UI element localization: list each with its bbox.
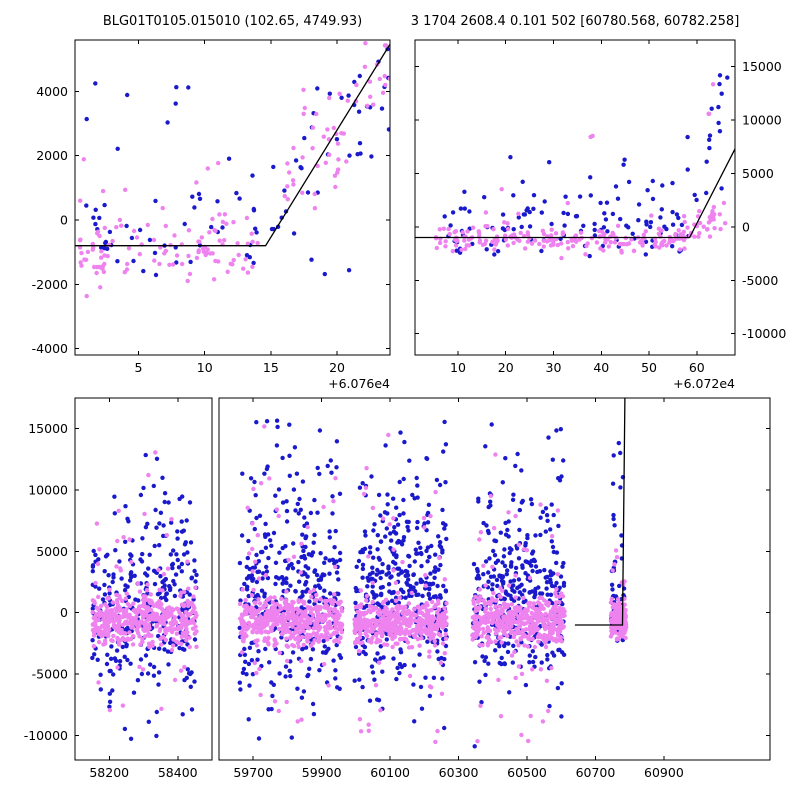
svg-text:5: 5 [135,360,143,375]
top_left-scatter-layer-0 [77,41,390,299]
top_left-model-line [75,43,390,247]
svg-text:50: 50 [641,360,657,375]
svg-text:0: 0 [742,219,750,234]
svg-text:59900: 59900 [302,765,342,780]
bottom-tick-labels: 58200 58400 59700 59900 60100 60300 60500 60700… [24,421,684,780]
svg-text:-4000: -4000 [32,341,68,356]
svg-text:60: 60 [689,360,705,375]
svg-text:15000: 15000 [28,421,68,436]
bottom-scatter-layer-1 [237,418,629,749]
svg-text:10000: 10000 [28,483,68,498]
top_right-model-line [415,148,735,239]
svg-text:15: 15 [263,360,279,375]
svg-text:-10000: -10000 [742,326,786,341]
svg-text:60300: 60300 [439,765,479,780]
svg-text:-10000: -10000 [24,728,68,743]
svg-text:+6.072e4: +6.072e4 [673,376,735,391]
bottom-axes [74,397,771,761]
top_left-tick-labels: 5 10 15 20 -4000 -2000 0 2000 4000 +6.076e4 [32,84,390,391]
top_left-axes [74,39,391,356]
svg-text:20: 20 [498,360,514,375]
svg-text:0: 0 [60,605,68,620]
top_right-tick-labels: 10 20 30 40 50 60 -10000 -5000 0 5000 10000 15000 +6… [450,59,786,391]
svg-text:4000: 4000 [36,84,68,99]
svg-text:59700: 59700 [233,765,273,780]
svg-text:58400: 58400 [158,765,198,780]
svg-text:10: 10 [450,360,466,375]
svg-text:10000: 10000 [742,113,782,128]
svg-text:-5000: -5000 [32,667,68,682]
svg-text:15000: 15000 [742,59,782,74]
bottom-scatter-layer-0 [90,450,199,741]
svg-text:60700: 60700 [576,765,616,780]
top_right-axes [414,39,736,356]
svg-text:-2000: -2000 [32,277,68,292]
svg-text:0: 0 [60,213,68,228]
svg-text:20: 20 [329,360,345,375]
right-plot-title: 3 1704 2608.4 0.101 502 [60780.568, 6078… [410,14,740,29]
svg-text:5000: 5000 [742,166,774,181]
svg-text:5000: 5000 [36,544,68,559]
svg-text:60900: 60900 [644,765,684,780]
svg-text:10: 10 [197,360,213,375]
svg-text:2000: 2000 [36,148,68,163]
svg-text:60500: 60500 [507,765,547,780]
svg-text:30: 30 [546,360,562,375]
svg-text:40: 40 [593,360,609,375]
svg-text:58200: 58200 [89,765,129,780]
bottom-model-line [574,398,626,626]
left-plot-title: BLG01T0105.015010 (102.65, 4749.93) [102,14,363,29]
top_right-scatter-layer-0 [433,73,730,261]
svg-text:60100: 60100 [370,765,410,780]
svg-text:-5000: -5000 [742,273,778,288]
svg-text:+6.076e4: +6.076e4 [328,376,390,391]
